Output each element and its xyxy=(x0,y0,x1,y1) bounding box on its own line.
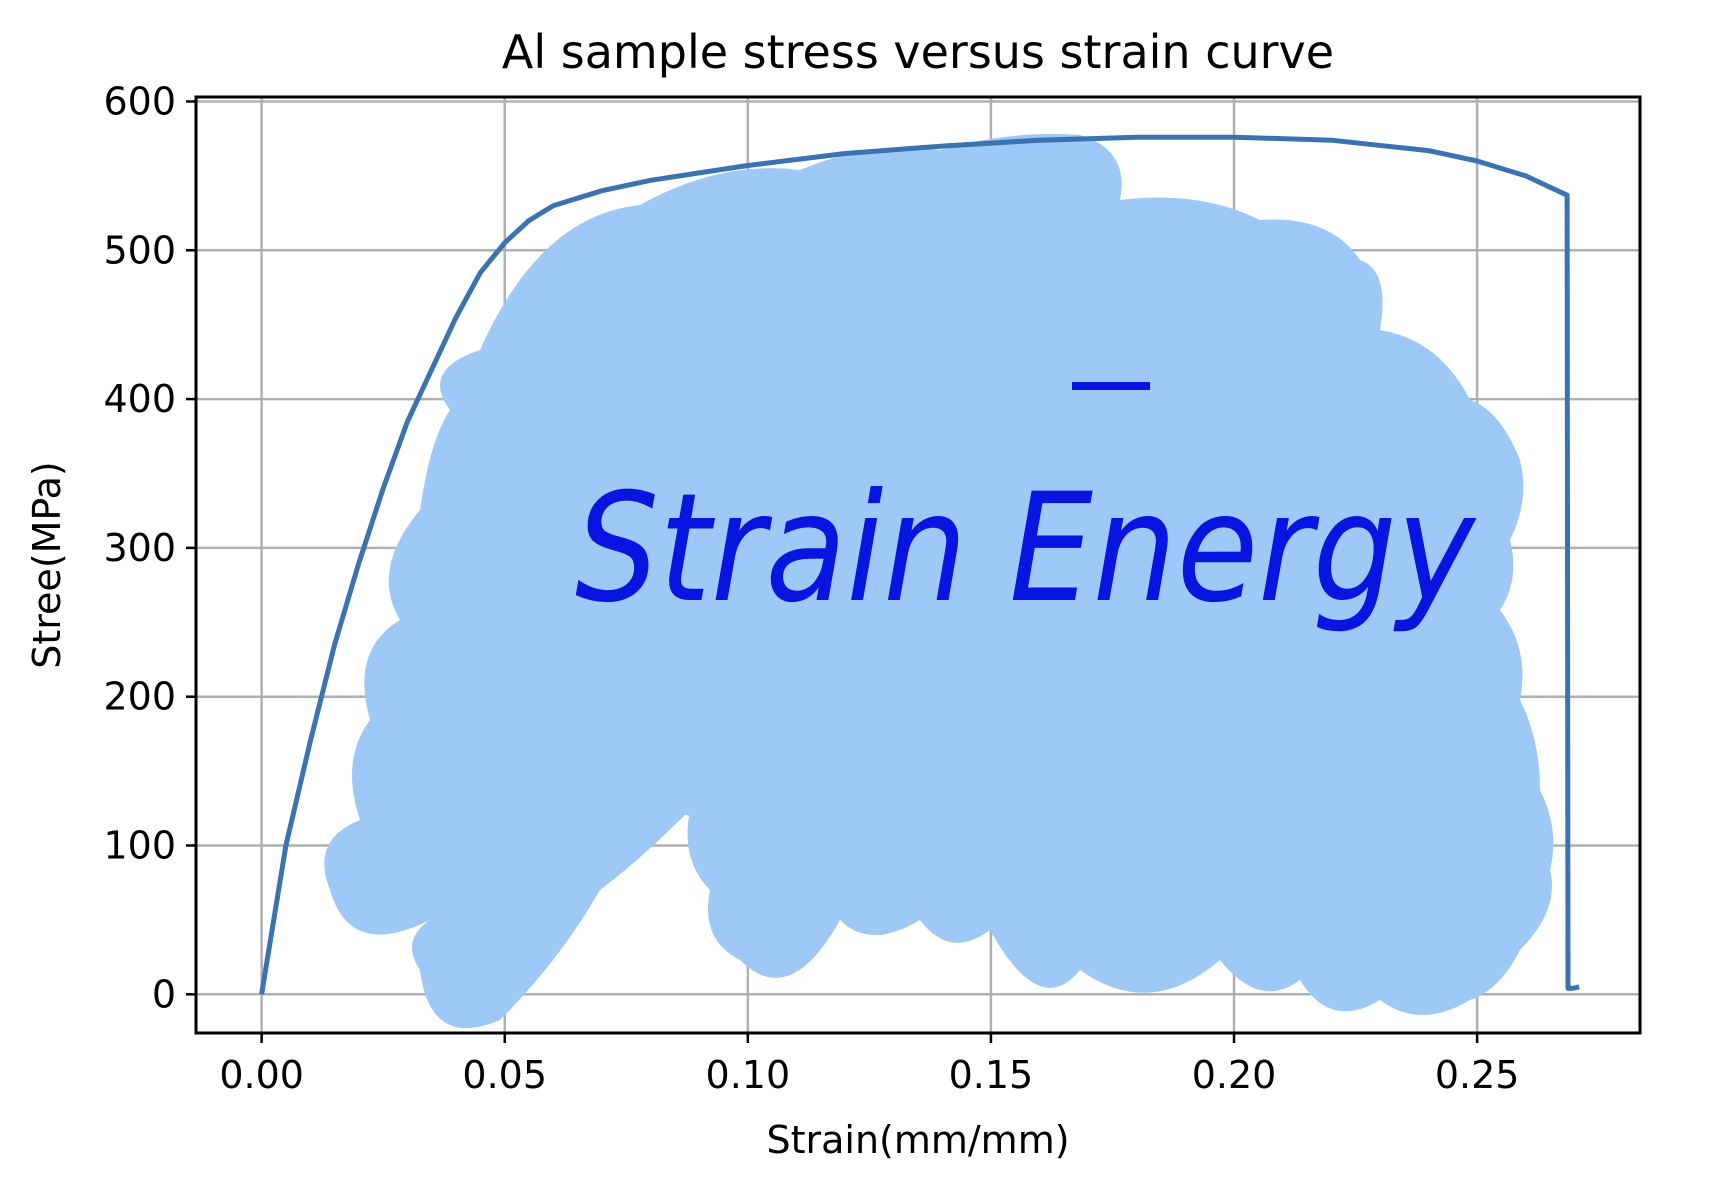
y-tick-label: 0 xyxy=(152,972,176,1016)
plot-frame xyxy=(194,95,1642,1035)
strain-energy-highlight: Strain Energy xyxy=(324,134,1554,1029)
stress-strain-line xyxy=(259,134,1580,995)
highlight-blob xyxy=(530,420,930,820)
highlight-blob xyxy=(1070,420,1430,780)
x-tick-label: 0.10 xyxy=(706,1053,791,1097)
x-tick-label: 0.20 xyxy=(1192,1053,1277,1097)
y-axis-title: Stree(MPa) xyxy=(25,461,69,669)
data-series xyxy=(259,134,1580,995)
highlight-blob xyxy=(960,150,1080,270)
y-tick-label: 200 xyxy=(103,675,176,719)
y-tick-label: 400 xyxy=(103,377,176,421)
x-tick-label: 0.15 xyxy=(949,1053,1034,1097)
strain-energy-annotation: Strain Energy xyxy=(575,462,1477,636)
y-tick-label: 600 xyxy=(103,79,176,123)
chart-title: Al sample stress versus strain curve xyxy=(502,25,1334,79)
y-tick-label: 100 xyxy=(103,824,176,868)
y-tick-label: 300 xyxy=(103,526,176,570)
x-tick-label: 0.00 xyxy=(219,1053,304,1097)
axes: 0.00 0.05 0.10 0.15 0.20 0.25 0 100 200 300 400 500… xyxy=(103,79,1519,1097)
y-tick-label: 500 xyxy=(103,228,176,272)
x-axis-title: Strain(mm/mm) xyxy=(766,1118,1069,1162)
x-tick-label: 0.05 xyxy=(462,1053,547,1097)
x-tick-label: 0.25 xyxy=(1435,1053,1520,1097)
